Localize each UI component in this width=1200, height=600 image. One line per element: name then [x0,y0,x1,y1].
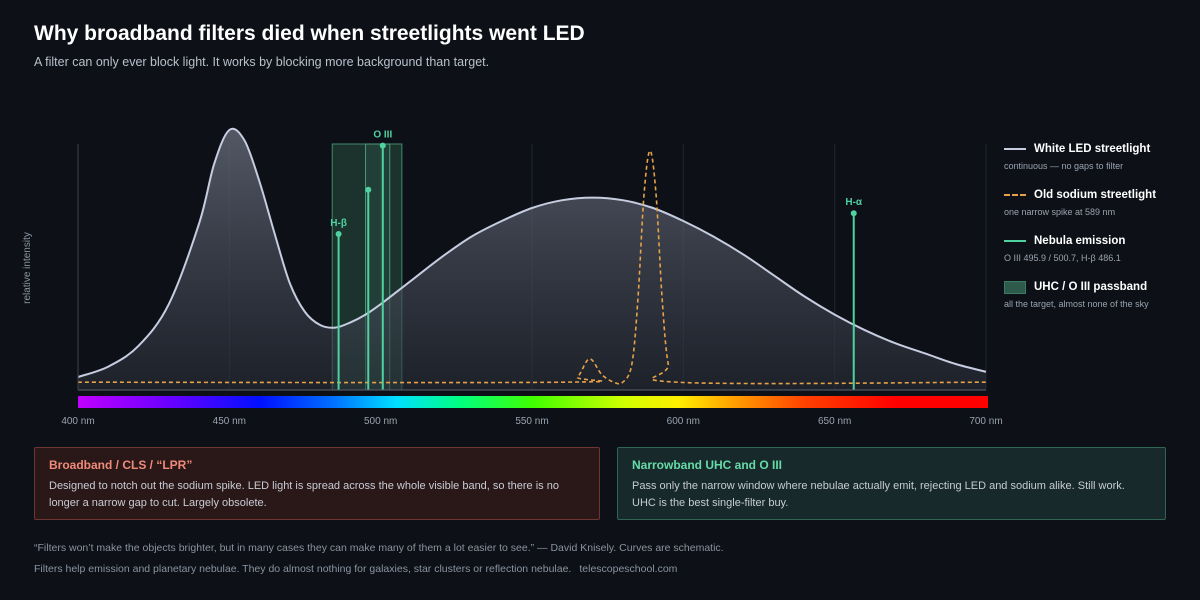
x-tick-label: 650 nm [818,416,851,427]
narrowband-card-title: Narrowband UHC and O III [632,458,783,472]
x-tick-label: 600 nm [667,416,700,427]
led-area [78,128,986,390]
legend-label: White LED streetlight [1034,143,1151,155]
legend-label: UHC / O III passband [1034,281,1148,293]
x-tick-label: 450 nm [213,416,246,427]
x-tick-label: 550 nm [515,416,548,427]
nebula-line-tip [335,231,342,237]
nebula-line-label: H-α [845,197,863,208]
nebula-line-tip [379,142,386,149]
legend-caption: O III 495.9 / 500.7, H-β 486.1 [1004,253,1121,263]
page-title: Why broadband filters died when streetli… [34,22,585,45]
led-curve [77,127,987,378]
x-tick-label: 400 nm [61,416,94,427]
x-tick-label: 700 nm [969,416,1002,427]
footer-site: telescopeschool.com [579,563,678,575]
footer-note: Filters help emission and planetary nebu… [34,563,677,575]
x-tick-label: 500 nm [364,416,397,427]
legend-item-led: White LED streetlight continuous — no ga… [1004,140,1194,186]
legend-swatch-led [1004,148,1026,150]
legend-item-passband: UHC / O III passband all the target, alm… [1004,278,1194,324]
legend-swatch-sodium [1004,194,1026,196]
legend-caption: continuous — no gaps to filter [1004,161,1124,171]
chart-legend: White LED streetlight continuous — no ga… [1004,140,1194,324]
legend-item-sodium: Old sodium streetlight one narrow spike … [1004,186,1194,232]
y-axis-label: relative intensity [22,232,33,304]
legend-caption: all the target, almost none of the sky [1004,299,1149,309]
nebula-line-label: O III [373,130,392,141]
x-tick-labels: 400 nm 450 nm 500 nm 550 nm 600 nm 650 nm 700 … [61,416,1002,427]
nebula-line-tip [365,186,372,193]
legend-caption: one narrow spike at 589 nm [1004,207,1116,217]
sodium-curve [77,149,987,385]
broadband-card: Broadband / CLS / “LPR” Designed to notc… [34,447,600,520]
broadband-card-body: Designed to notch out the sodium spike. … [49,480,559,509]
visible-spectrum-bar [78,396,988,408]
legend-label: Old sodium streetlight [1034,189,1157,201]
nebula-line-tip [850,210,857,217]
legend-item-nebula: Nebula emission O III 495.9 / 500.7, H-β… [1004,232,1194,278]
page-subtitle: A filter can only ever block light. It w… [34,55,490,69]
broadband-card-title: Broadband / CLS / “LPR” [49,458,193,472]
legend-swatch-nebula [1004,240,1026,242]
footer-quote: “Filters won’t make the objects brighter… [34,542,724,554]
footer-note-text: Filters help emission and planetary nebu… [34,563,572,575]
narrowband-card-body: Pass only the narrow window where nebula… [632,480,1125,509]
legend-label: Nebula emission [1034,235,1126,247]
nebula-lines: H-β O III H-α [330,130,863,390]
nebula-line-label: H-β [330,218,347,229]
spectrum-chart: H-β O III H-α 400 nm 450 nm 500 nm 550 nm 600 … [22,127,1003,427]
narrowband-card: Narrowband UHC and O III Pass only the n… [617,447,1166,520]
legend-swatch-passband [1004,280,1026,294]
